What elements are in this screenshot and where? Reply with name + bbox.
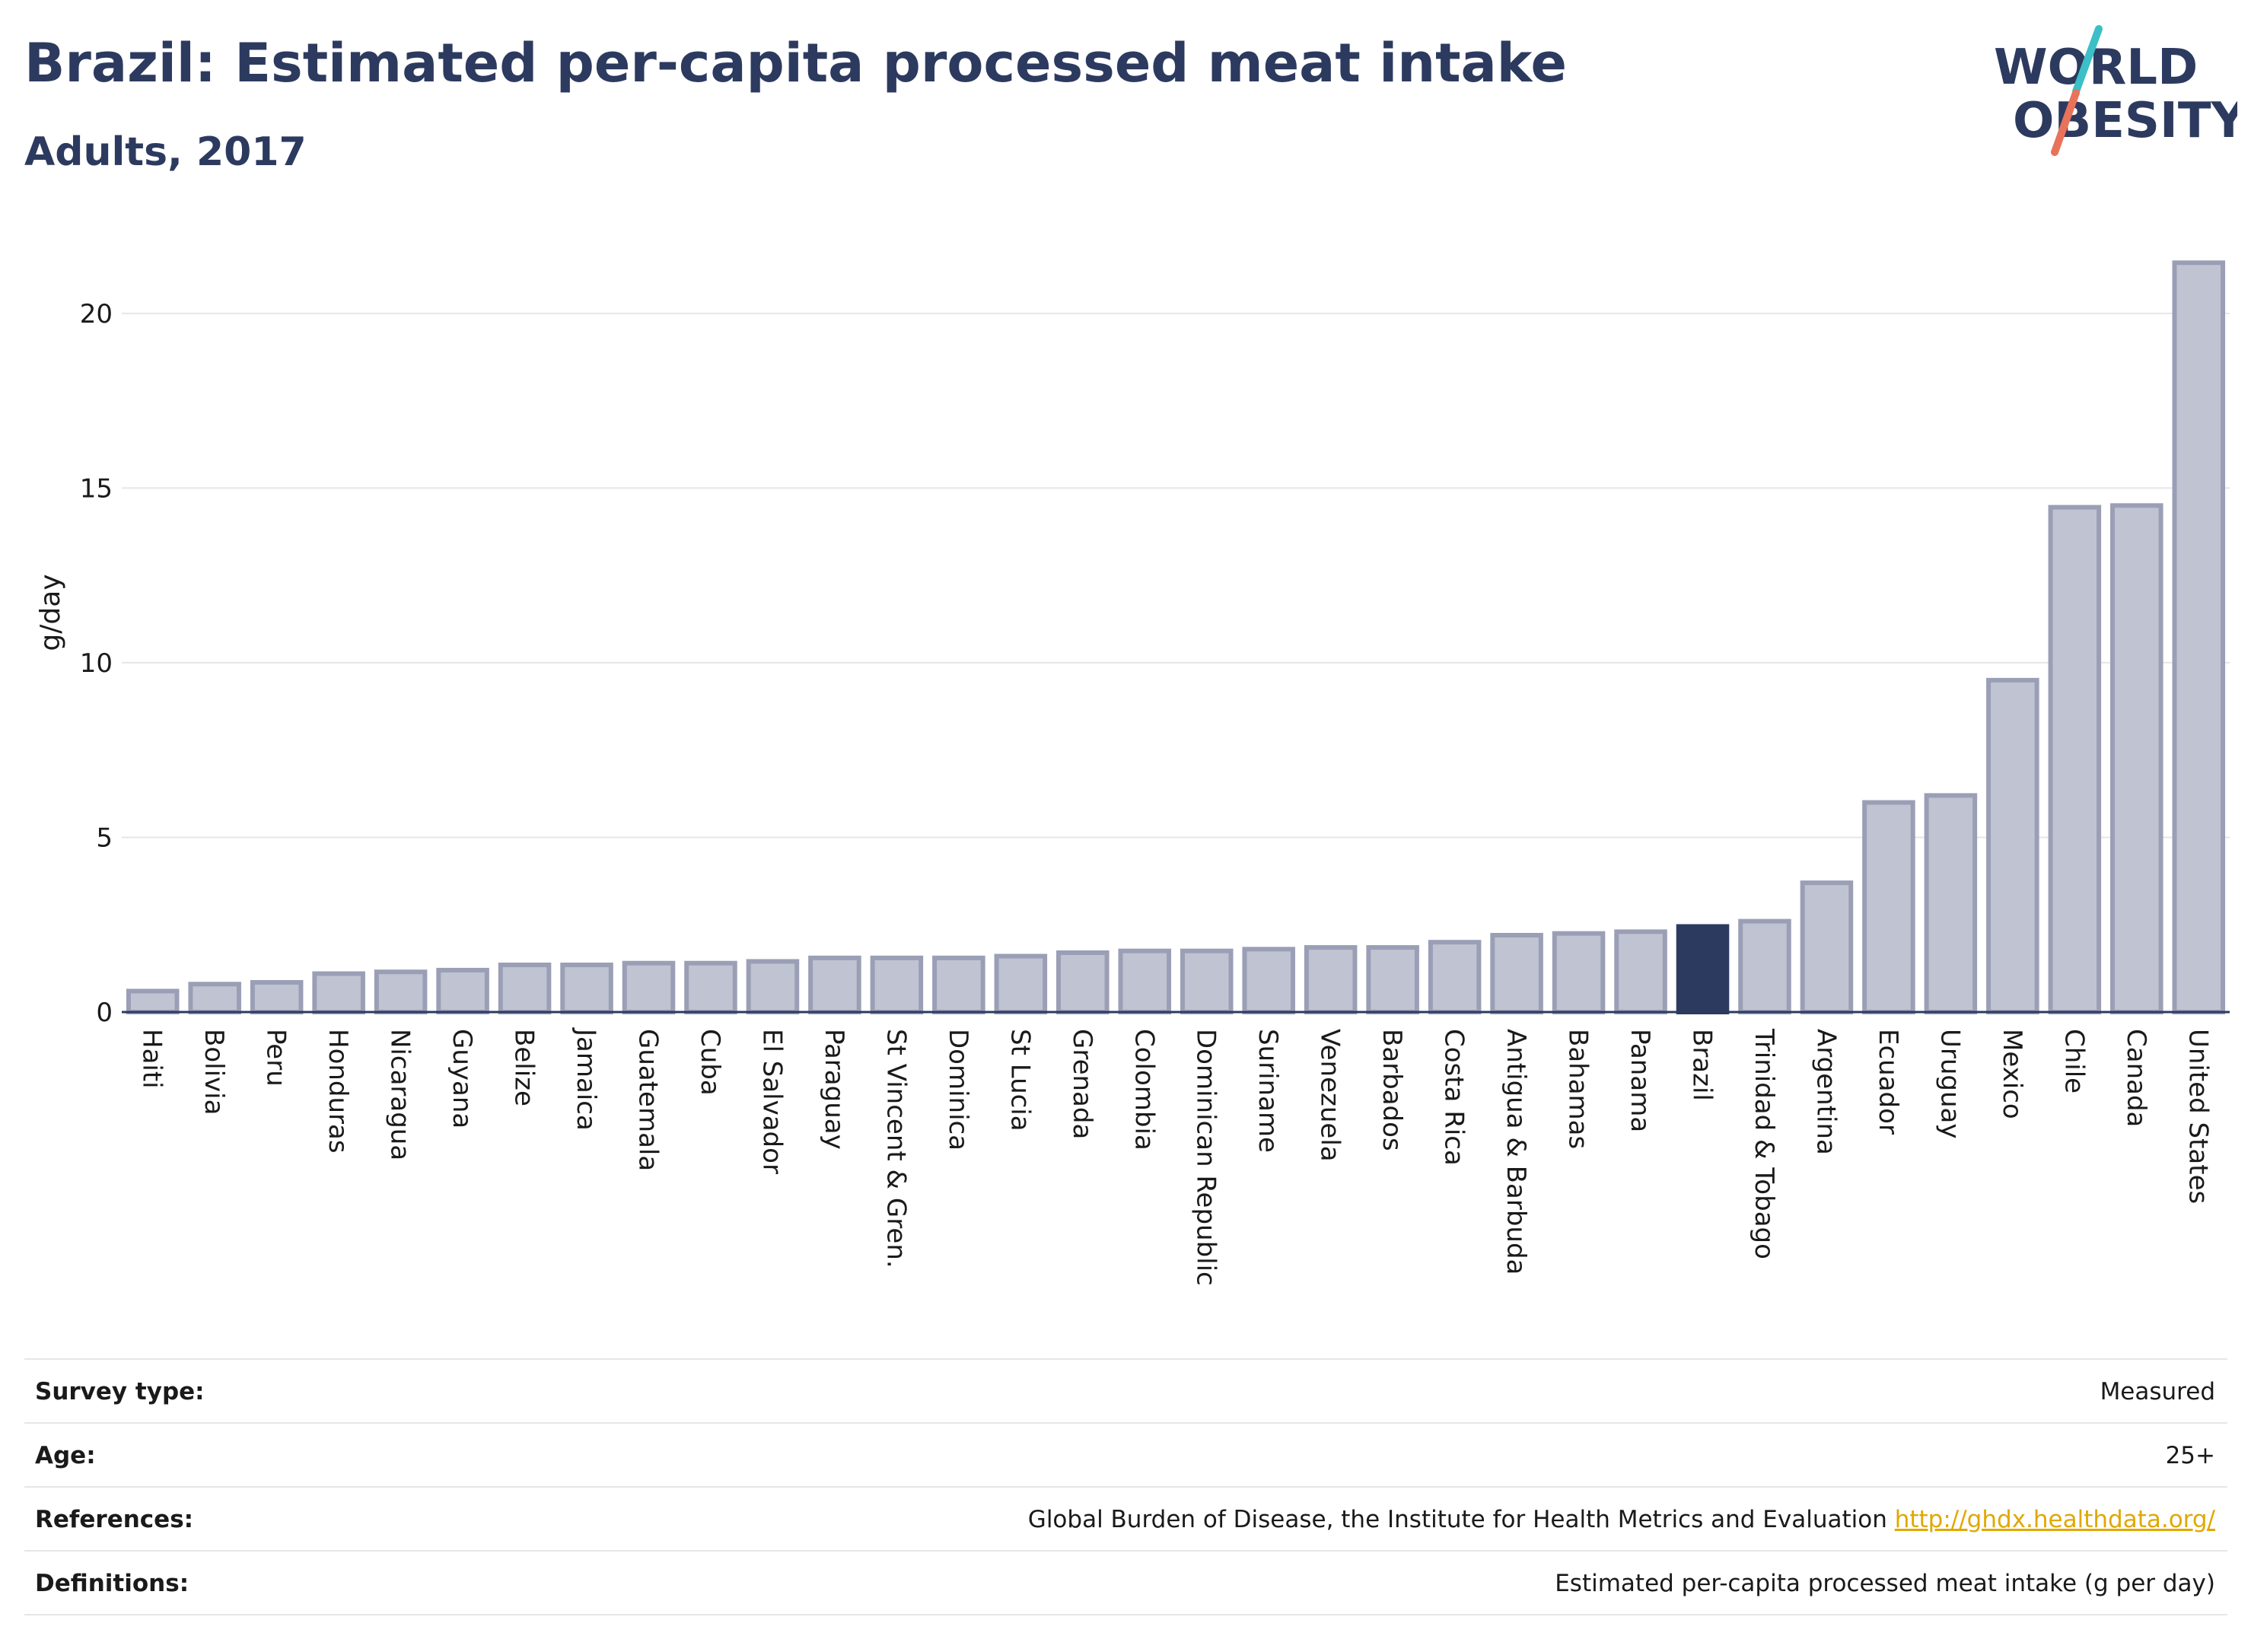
bar: [1738, 918, 1791, 1014]
x-tick-label: Guyana: [447, 1029, 477, 1128]
x-tick-label: Mexico: [1997, 1029, 2027, 1119]
bar: [250, 979, 304, 1015]
bar-chart: 0 5 10 15 20 g/day Haiti Bolivia Peru Honduras Nic…: [35, 260, 2230, 1286]
bar: [1366, 945, 1419, 1015]
logo-line1: WORLD: [1994, 40, 2198, 96]
bar: [1986, 677, 2039, 1014]
x-tick-label: Dominica: [943, 1029, 973, 1151]
bar: [188, 982, 241, 1014]
logo-slash-blue: [2072, 25, 2103, 95]
x-tick-label: Uruguay: [1934, 1029, 1965, 1139]
y-tick-label: 20: [80, 299, 113, 329]
bar: [1490, 933, 1543, 1014]
x-tick-label: Dominican Republic: [1191, 1029, 1221, 1286]
bar: [2172, 260, 2226, 1014]
info-label: Survey type:: [35, 1378, 205, 1405]
bar: [1800, 880, 1854, 1014]
bar: [932, 955, 985, 1015]
world-obesity-logo: WORLD OBESITY: [1994, 25, 2237, 156]
x-tick-label: Colombia: [1129, 1029, 1159, 1151]
logo-slash-red: [2051, 89, 2080, 156]
info-label: Age:: [35, 1442, 96, 1469]
bar: [436, 967, 489, 1014]
bar: [1118, 948, 1172, 1014]
page-subtitle: Adults, 2017: [24, 129, 307, 175]
info-value: 25+: [2165, 1442, 2215, 1469]
x-tick-label: Paraguay: [819, 1029, 849, 1150]
bar: [2048, 505, 2102, 1014]
x-tick-label: Costa Rica: [1439, 1029, 1469, 1166]
x-tick-label: Chile: [2058, 1029, 2089, 1093]
x-tick-label: Trinidad & Tobago: [1749, 1028, 1779, 1259]
info-row-definitions: Definitions: Estimated per-capita proces…: [24, 1552, 2227, 1615]
x-tick-label: St Vincent & Gren.: [880, 1029, 911, 1268]
info-table: Survey type: Measured Age: 25+ Reference…: [24, 1358, 2227, 1615]
y-tick-label: 5: [96, 823, 113, 853]
x-tick-label: Venezuela: [1315, 1029, 1345, 1162]
x-tick-label: Bolivia: [199, 1029, 229, 1115]
bar: [1676, 924, 1730, 1014]
page-title: Brazil: Estimated per-capita processed m…: [24, 32, 1567, 94]
y-tick-label: 0: [96, 998, 113, 1028]
x-tick-label: Bahamas: [1563, 1029, 1594, 1149]
bar: [2110, 503, 2163, 1014]
reference-text: Global Burden of Disease, the Institute …: [1027, 1506, 1887, 1533]
bar: [1428, 940, 1482, 1014]
bar: [1304, 945, 1358, 1015]
logo-line2: OBESITY: [2013, 93, 2237, 149]
x-tick-label: Barbados: [1377, 1029, 1407, 1151]
x-tick-label: Canada: [2121, 1029, 2151, 1127]
x-tick-label: Antigua & Barbuda: [1501, 1029, 1531, 1275]
info-value: Global Burden of Disease, the Institute …: [1028, 1506, 2215, 1533]
x-tick-label: Honduras: [323, 1029, 353, 1154]
info-row-survey-type: Survey type: Measured: [24, 1360, 2227, 1424]
x-tick-label: Peru: [261, 1029, 291, 1087]
info-label: References:: [35, 1506, 194, 1533]
info-label: Definitions:: [35, 1570, 189, 1597]
y-tick-label: 15: [80, 473, 113, 504]
x-tick-label: Suriname: [1253, 1029, 1283, 1153]
x-tick-label: Haiti: [137, 1029, 167, 1089]
x-tick-label: El Salvador: [756, 1029, 787, 1174]
bar: [312, 971, 365, 1014]
bar: [560, 963, 613, 1014]
bar: [1924, 793, 1978, 1014]
info-value: Estimated per-capita processed meat inta…: [1555, 1570, 2215, 1597]
info-row-age: Age: 25+: [24, 1424, 2227, 1488]
x-tick-label: Guatemala: [633, 1029, 664, 1171]
x-tick-label: St Lucia: [1005, 1029, 1035, 1132]
x-tick-label: Nicaragua: [385, 1029, 415, 1160]
bar: [746, 959, 800, 1014]
x-tick-label: Argentina: [1810, 1029, 1841, 1155]
reference-link[interactable]: http://ghdx.healthdata.org/: [1894, 1506, 2215, 1533]
bar: [1056, 950, 1110, 1015]
bar: [374, 969, 428, 1015]
y-axis-label: g/day: [35, 574, 66, 651]
bar: [498, 963, 552, 1014]
x-tick-label: Brazil: [1687, 1029, 1718, 1101]
info-value: Measured: [2100, 1378, 2215, 1405]
bar: [994, 953, 1048, 1014]
bar: [684, 960, 737, 1015]
bar: [1862, 800, 1915, 1014]
info-row-references: References: Global Burden of Disease, th…: [24, 1488, 2227, 1552]
x-tick-label: Cuba: [695, 1029, 725, 1096]
bar: [622, 960, 676, 1015]
bar: [1242, 947, 1295, 1015]
bar: [1180, 948, 1234, 1014]
x-tick-label: Grenada: [1067, 1029, 1097, 1139]
bar: [870, 955, 924, 1015]
x-tick-label: Ecuador: [1873, 1029, 1903, 1135]
x-tick-label: Belize: [509, 1029, 540, 1106]
bar: [808, 955, 861, 1015]
bar: [1614, 929, 1667, 1014]
x-tick-label: Panama: [1625, 1029, 1655, 1132]
y-tick-label: 10: [80, 648, 113, 679]
x-tick-label: United States: [2183, 1029, 2213, 1204]
bar: [126, 988, 180, 1015]
x-tick-label: Jamaica: [571, 1027, 601, 1131]
bar: [1552, 931, 1606, 1015]
